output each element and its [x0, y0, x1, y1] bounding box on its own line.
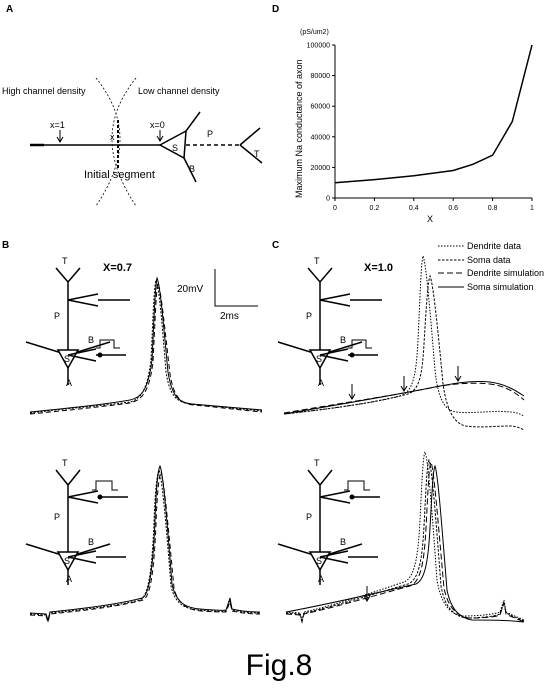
initial-segment-label: Initial segment — [84, 169, 155, 181]
svg-text:A: A — [66, 574, 72, 584]
tuft-dendrites — [239, 127, 263, 164]
svg-text:P: P — [306, 311, 312, 321]
y-axis-label: Maximum Na conductance of axon — [294, 59, 304, 198]
svg-text:P: P — [54, 512, 60, 522]
x0-arrow — [156, 130, 164, 142]
scale-bar — [214, 269, 258, 307]
svg-text:S: S — [64, 556, 70, 566]
y-tick-label: 40000 — [311, 134, 331, 141]
x-tick-label: 1 — [530, 205, 534, 212]
conductance-series-line — [334, 44, 533, 184]
svg-text:B: B — [88, 537, 94, 547]
panel-a-label: A — [6, 4, 13, 15]
svg-text:A: A — [318, 378, 324, 388]
svg-text:A: A — [66, 378, 72, 388]
y-tick-label: 20000 — [311, 165, 331, 172]
trace-c-bottom-dendrite-sim — [285, 460, 525, 624]
svg-text:T: T — [314, 256, 320, 266]
density-boundary-left — [95, 77, 121, 207]
panel-c-label: C — [272, 240, 279, 251]
x1-label: x=1 — [50, 120, 65, 130]
svg-text:S: S — [64, 354, 70, 364]
basal-dendrites — [183, 111, 201, 183]
trace-b-bottom-dendrite-sim — [29, 470, 261, 624]
low-density-label: Low channel density — [138, 86, 220, 96]
neuron-schematic-c-bottom: T P B S A — [277, 458, 380, 585]
x1-arrow — [56, 130, 64, 143]
panel-d-label: D — [272, 4, 279, 15]
neuron-schematic-c-top: T P B S A — [277, 256, 382, 388]
t-label: T — [254, 149, 260, 159]
svg-text:P: P — [54, 311, 60, 321]
b-x-value: X=0.7 — [103, 262, 132, 274]
figure-caption: Fig.8 — [245, 649, 313, 682]
svg-text:A: A — [318, 574, 324, 584]
y-tick-label: 100000 — [307, 43, 330, 50]
x-tick-label: 0.6 — [448, 205, 458, 212]
legend-soma-simulation: Soma simulation — [467, 282, 534, 292]
panel-b-label: B — [2, 240, 9, 251]
x-label: x — [110, 132, 115, 142]
trace-c-top-dendrite-sim — [283, 382, 525, 414]
soma-label: S — [172, 143, 178, 153]
svg-text:T: T — [62, 458, 68, 468]
neuron-schematic-b-top: T P B S A — [25, 256, 130, 388]
density-boundary-right — [111, 77, 137, 207]
trace-b-top-dendrite-data — [29, 278, 263, 414]
x0-label: x=0 — [150, 120, 165, 130]
legend-dendrite-data: Dendrite data — [467, 241, 521, 251]
trace-c-top-soma-data — [283, 274, 525, 431]
svg-text:S: S — [316, 556, 322, 566]
legend: Dendrite data Soma data Dendrite simulat… — [438, 241, 544, 292]
scale-voltage: 20mV — [177, 284, 203, 295]
c-top-arrow-2 — [400, 376, 408, 392]
trace-c-bottom-soma-sim — [285, 464, 525, 623]
x-tick-label: 0.4 — [409, 205, 419, 212]
c-x-value: X=1.0 — [364, 262, 393, 274]
panel-d-chart: D (pS/um2) Maximum Na conductance of axo… — [272, 4, 534, 224]
x-tick-label: 0 — [333, 205, 337, 212]
trace-c-bottom-soma-data — [285, 458, 525, 623]
legend-dendrite-simulation: Dendrite simulation — [467, 268, 544, 278]
trace-b-bottom-dendrite-data — [29, 468, 261, 623]
chart-axes — [334, 45, 532, 199]
trace-b-top-soma-data — [29, 276, 263, 413]
c-top-arrow-3 — [454, 366, 462, 382]
trace-b-bottom-soma-data — [29, 464, 261, 622]
x-tick-label: 0.8 — [488, 205, 498, 212]
svg-text:B: B — [340, 335, 346, 345]
y-tick-label: 60000 — [311, 104, 331, 111]
svg-text:S: S — [316, 354, 322, 364]
x-tick-label: 0.2 — [370, 205, 380, 212]
svg-text:B: B — [340, 537, 346, 547]
y-tick-label: 80000 — [311, 73, 331, 80]
svg-text:T: T — [62, 256, 68, 266]
y-unit-label: (pS/um2) — [300, 29, 329, 36]
svg-text:B: B — [88, 335, 94, 345]
legend-soma-data: Soma data — [467, 255, 511, 265]
scale-time: 2ms — [220, 311, 239, 322]
soma-triangle — [158, 129, 187, 160]
svg-text:P: P — [306, 512, 312, 522]
b-label: B — [189, 164, 195, 174]
p-label: P — [207, 129, 213, 139]
high-density-label: High channel density — [2, 86, 86, 96]
trace-c-bottom-dendrite-data — [285, 450, 525, 622]
neuron-schematic-b-bottom: T P B S A — [25, 458, 128, 585]
svg-text:T: T — [314, 458, 320, 468]
y-tick-label: 0 — [326, 196, 330, 203]
c-top-arrow-1 — [348, 384, 356, 400]
c-bottom-arrow — [363, 586, 371, 602]
trace-b-top-dendrite-sim — [29, 281, 263, 415]
trace-c-top-soma-sim — [283, 381, 525, 415]
x-axis-label: X — [427, 214, 433, 224]
